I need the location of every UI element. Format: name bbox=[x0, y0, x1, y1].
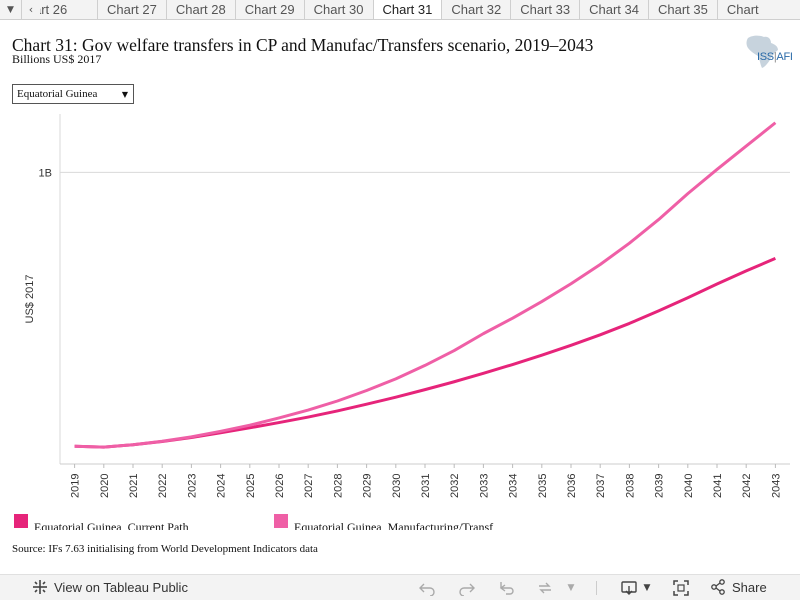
download-icon[interactable] bbox=[620, 579, 638, 597]
x-tick-label: 2042 bbox=[741, 474, 753, 498]
country-filter-value: Equatorial Guinea bbox=[17, 88, 98, 100]
chart-title: Chart 31: Gov welfare transfers in CP an… bbox=[12, 35, 594, 55]
share-icon bbox=[711, 579, 725, 595]
tab-chart-27[interactable]: Chart 27 bbox=[98, 0, 167, 19]
tab-chart-34[interactable]: Chart 34 bbox=[580, 0, 649, 19]
x-tick-label: 2032 bbox=[449, 474, 461, 498]
logo-text-separator: | bbox=[773, 51, 777, 63]
download-options-chevron-icon[interactable]: ▼ bbox=[643, 583, 651, 593]
x-tick-label: 2024 bbox=[216, 474, 228, 498]
tab-chart-29[interactable]: Chart 29 bbox=[236, 0, 305, 19]
toolbar-separator bbox=[596, 581, 597, 595]
x-tick-label: 2021 bbox=[128, 474, 140, 498]
tab-chart-35[interactable]: Chart 35 bbox=[649, 0, 718, 19]
iss-afi-logo-text: ISS|AFI bbox=[757, 51, 793, 63]
tab-menu-dropdown-icon[interactable]: ▼ bbox=[0, 0, 22, 19]
share-label: Share bbox=[732, 579, 767, 595]
tab-chart-30[interactable]: Chart 30 bbox=[305, 0, 374, 19]
chart-series-lines bbox=[74, 121, 777, 449]
fullscreen-icon[interactable] bbox=[672, 579, 690, 597]
y-tick-label: 1B bbox=[39, 167, 52, 179]
refresh-icon[interactable] bbox=[536, 579, 554, 597]
tab-chart-26[interactable]: art 26 bbox=[40, 0, 98, 19]
tab-chart-33[interactable]: Chart 33 bbox=[511, 0, 581, 19]
series-line-current-path[interactable] bbox=[74, 256, 776, 449]
x-tick-label: 2034 bbox=[508, 474, 520, 498]
x-tick-label: 2035 bbox=[537, 474, 549, 498]
tab-scroll-left-icon[interactable]: ‹ bbox=[28, 3, 34, 16]
tab-chart-31[interactable]: Chart 31 bbox=[373, 0, 443, 19]
undo-icon[interactable] bbox=[418, 579, 436, 597]
legend-label-manufacturing-transfers: Equatorial Guinea, Manufacturing/Transf bbox=[294, 520, 494, 530]
x-tick-label: 2022 bbox=[157, 474, 169, 498]
tableau-toolbar: View on Tableau Public ▼ ▼ Share bbox=[0, 574, 800, 600]
y-axis-label: US$ 2017 bbox=[24, 275, 36, 324]
x-tick-label: 2025 bbox=[245, 474, 257, 498]
x-tick-label: 2020 bbox=[99, 474, 111, 498]
view-on-tableau-public-link[interactable]: View on Tableau Public bbox=[32, 579, 188, 595]
view-on-tableau-public-label: View on Tableau Public bbox=[54, 579, 188, 595]
chart-subtitle: Billions US$ 2017 bbox=[12, 52, 102, 66]
x-tick-label: 2030 bbox=[391, 474, 403, 498]
x-tick-label: 2037 bbox=[595, 474, 607, 498]
share-button[interactable]: Share bbox=[710, 579, 767, 595]
x-tick-label: 2023 bbox=[186, 474, 198, 498]
x-tick-label: 2038 bbox=[624, 474, 636, 498]
africa-logo-icon bbox=[746, 35, 778, 68]
revert-icon[interactable] bbox=[498, 579, 516, 597]
x-tick-label: 2019 bbox=[70, 474, 82, 498]
x-tick-label: 2028 bbox=[332, 474, 344, 498]
y-axis-ticks: 1B bbox=[39, 167, 52, 179]
line-chart: 1B 2019 2020 2021 2022 2023 2024 2025 2026 2027 2… bbox=[24, 114, 790, 498]
x-tick-label: 2031 bbox=[420, 474, 432, 498]
sheet-tab-bar: ▼ ‹ art 26 Chart 27 Chart 28 Chart 29 Ch… bbox=[0, 0, 800, 20]
country-filter-dropdown[interactable]: Equatorial Guinea ▼ bbox=[12, 84, 134, 104]
refresh-options-chevron-icon[interactable]: ▼ bbox=[567, 583, 575, 593]
tab-chart-28[interactable]: Chart 28 bbox=[167, 0, 236, 19]
x-tick-label: 2033 bbox=[478, 474, 490, 498]
legend-label-current-path: Equatorial Guinea, Current Path bbox=[34, 520, 189, 530]
x-tick-label: 2029 bbox=[362, 474, 374, 498]
source-note: Source: IFs 7.63 initialising from World… bbox=[12, 543, 318, 555]
x-tick-label: 2027 bbox=[303, 474, 315, 498]
tab-chart-36[interactable]: Chart bbox=[726, 2, 759, 17]
legend-item-current-path[interactable]: Equatorial Guinea, Current Path bbox=[14, 514, 189, 530]
logo-text-afi: AFI bbox=[776, 51, 793, 63]
x-tick-label: 2041 bbox=[712, 474, 724, 498]
logo-text-iss: ISS bbox=[757, 51, 774, 63]
legend-swatch-current-path bbox=[14, 514, 28, 528]
chart-legend: Equatorial Guinea, Current Path Equatori… bbox=[14, 514, 534, 530]
x-tick-label: 2036 bbox=[566, 474, 578, 498]
x-tick-label: 2039 bbox=[654, 474, 666, 498]
redo-icon[interactable] bbox=[458, 579, 476, 597]
series-line-manufacturing-transfers[interactable] bbox=[74, 121, 777, 449]
legend-swatch-manufacturing-transfers bbox=[274, 514, 288, 528]
dropdown-arrow-icon: ▼ bbox=[121, 89, 129, 99]
legend-item-manufacturing-transfers[interactable]: Equatorial Guinea, Manufacturing/Transf bbox=[274, 514, 493, 530]
x-tick-label: 2040 bbox=[683, 474, 695, 498]
x-tick-label: 2043 bbox=[770, 474, 782, 498]
x-axis-ticks: 2019 2020 2021 2022 2023 2024 2025 2026 2027 2028… bbox=[70, 464, 782, 498]
chart-gridlines bbox=[59, 114, 790, 465]
tab-chart-32[interactable]: Chart 32 bbox=[442, 0, 512, 19]
tableau-logo-icon bbox=[33, 580, 47, 594]
x-tick-label: 2026 bbox=[274, 474, 286, 498]
